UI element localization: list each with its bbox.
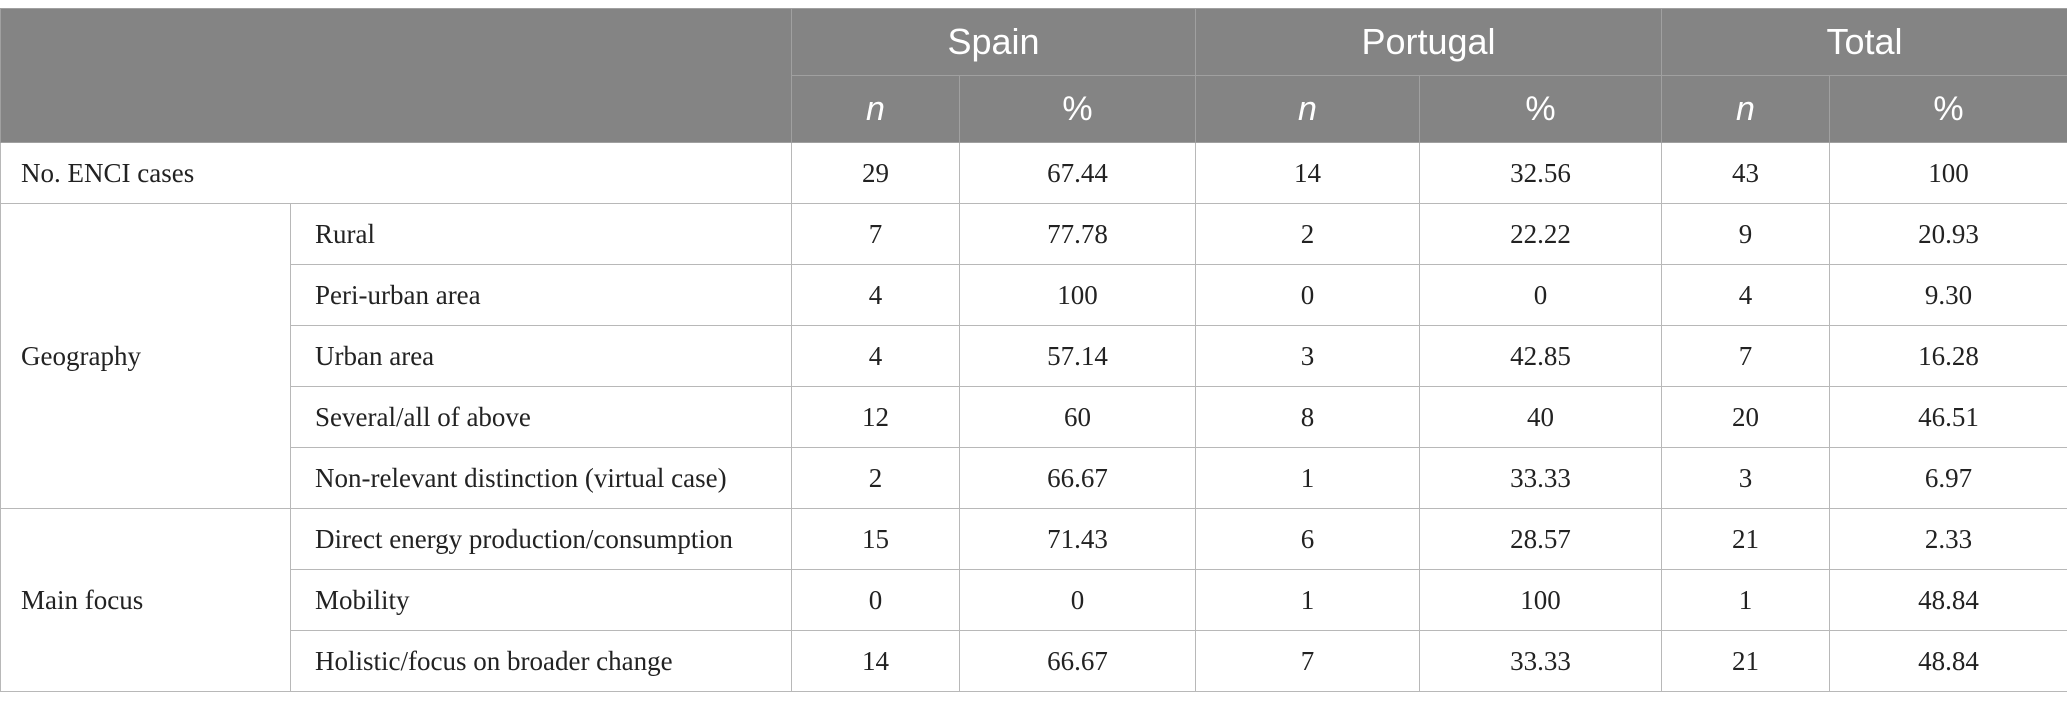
table-cell: 0 bbox=[1195, 264, 1421, 326]
table-row: Non-relevant distinction (virtual case) … bbox=[1, 447, 2067, 509]
table-cell: 2.33 bbox=[1829, 508, 2067, 570]
header-subcol: % bbox=[1419, 75, 1663, 143]
row-label: Non-relevant distinction (virtual case) bbox=[290, 447, 792, 509]
table-cell: 0 bbox=[958, 569, 1197, 631]
table-cell: 15 bbox=[791, 508, 960, 570]
table-row: Holistic/focus on broader change 14 66.6… bbox=[1, 630, 2067, 692]
table-cell: 29 bbox=[791, 142, 960, 204]
table-row: Peri-urban area 4 100 0 0 4 9.30 bbox=[1, 264, 2067, 326]
table-cell: 7 bbox=[1661, 325, 1831, 387]
table-cell: 57.14 bbox=[958, 325, 1197, 387]
table-cell: 48.84 bbox=[1829, 630, 2067, 692]
table-cell: 9 bbox=[1661, 203, 1831, 265]
table-cell: 1 bbox=[1661, 569, 1831, 631]
table-cell: 6 bbox=[1195, 508, 1421, 570]
table-row: Several/all of above 12 60 8 40 20 46.51 bbox=[1, 386, 2067, 448]
header-subcol: n bbox=[791, 75, 960, 143]
table-cell: 21 bbox=[1661, 508, 1831, 570]
table-cell: 66.67 bbox=[958, 447, 1197, 509]
table-cell: 2 bbox=[791, 447, 960, 509]
header-corner bbox=[0, 8, 792, 143]
group-label-main-focus: Main focus bbox=[0, 508, 291, 692]
table-cell: 1 bbox=[1195, 447, 1421, 509]
table-cell: 7 bbox=[1195, 630, 1421, 692]
table-cell: 16.28 bbox=[1829, 325, 2067, 387]
table-cell: 67.44 bbox=[958, 142, 1197, 204]
row-label: No. ENCI cases bbox=[0, 142, 792, 204]
table-cell: 3 bbox=[1195, 325, 1421, 387]
table-cell: 9.30 bbox=[1829, 264, 2067, 326]
header-row-groups: Spain Portugal Total bbox=[0, 8, 2067, 143]
table-cell: 33.33 bbox=[1419, 447, 1663, 509]
row-label: Rural bbox=[290, 203, 792, 265]
table-cell: 33.33 bbox=[1419, 630, 1663, 692]
table-cell: 43 bbox=[1661, 142, 1831, 204]
table-cell: 14 bbox=[1195, 142, 1421, 204]
table-cell: 100 bbox=[1419, 569, 1663, 631]
table-cell: 4 bbox=[791, 325, 960, 387]
table-cell: 0 bbox=[1419, 264, 1663, 326]
table-row: Mobility 0 0 1 100 1 48.84 bbox=[1, 569, 2067, 631]
header-portugal: Portugal bbox=[1195, 8, 1663, 76]
row-label: Mobility bbox=[290, 569, 792, 631]
row-label: Direct energy production/consumption bbox=[290, 508, 792, 570]
table-cell: 66.67 bbox=[958, 630, 1197, 692]
table-cell: 8 bbox=[1195, 386, 1421, 448]
table-cell: 20 bbox=[1661, 386, 1831, 448]
table-row: Geography Rural 7 77.78 2 22.22 9 20.93 bbox=[0, 203, 2067, 509]
row-label: Urban area bbox=[290, 325, 792, 387]
table-cell: 60 bbox=[958, 386, 1197, 448]
table-cell: 20.93 bbox=[1829, 203, 2067, 265]
table-cell: 46.51 bbox=[1829, 386, 2067, 448]
table-cell: 77.78 bbox=[958, 203, 1197, 265]
header-subcol: n bbox=[1195, 75, 1421, 143]
header-subcol: % bbox=[958, 75, 1197, 143]
group-label-geography: Geography bbox=[0, 203, 291, 509]
table-cell: 100 bbox=[958, 264, 1197, 326]
table-cell: 3 bbox=[1661, 447, 1831, 509]
table-cell: 22.22 bbox=[1419, 203, 1663, 265]
table-cell: 48.84 bbox=[1829, 569, 2067, 631]
data-table: Spain Portugal Total n % n % n % No. ENC… bbox=[0, 8, 2067, 692]
row-label: Holistic/focus on broader change bbox=[290, 630, 792, 692]
table-cell: 32.56 bbox=[1419, 142, 1663, 204]
table-row: No. ENCI cases 29 67.44 14 32.56 43 100 bbox=[0, 142, 2067, 204]
table-cell: 42.85 bbox=[1419, 325, 1663, 387]
table-cell: 4 bbox=[791, 264, 960, 326]
table-cell: 2 bbox=[1195, 203, 1421, 265]
table-cell: 21 bbox=[1661, 630, 1831, 692]
table-cell: 4 bbox=[1661, 264, 1831, 326]
row-label: Several/all of above bbox=[290, 386, 792, 448]
header-subcol: % bbox=[1829, 75, 2067, 143]
table-cell: 40 bbox=[1419, 386, 1663, 448]
table-cell: 100 bbox=[1829, 142, 2067, 204]
table-cell: 1 bbox=[1195, 569, 1421, 631]
table-cell: 12 bbox=[791, 386, 960, 448]
header-total: Total bbox=[1661, 8, 2067, 76]
table-row: Urban area 4 57.14 3 42.85 7 16.28 bbox=[1, 325, 2067, 387]
table-cell: 7 bbox=[791, 203, 960, 265]
row-label: Peri-urban area bbox=[290, 264, 792, 326]
table-row: Main focus Direct energy production/cons… bbox=[0, 508, 2067, 692]
table-cell: 0 bbox=[791, 569, 960, 631]
table-cell: 6.97 bbox=[1829, 447, 2067, 509]
header-spain: Spain bbox=[790, 8, 1197, 76]
header-subcol: n bbox=[1661, 75, 1831, 143]
header-row-subcols: n % n % n % bbox=[1, 75, 2067, 143]
table-cell: 14 bbox=[791, 630, 960, 692]
table-cell: 28.57 bbox=[1419, 508, 1663, 570]
table-cell: 71.43 bbox=[958, 508, 1197, 570]
